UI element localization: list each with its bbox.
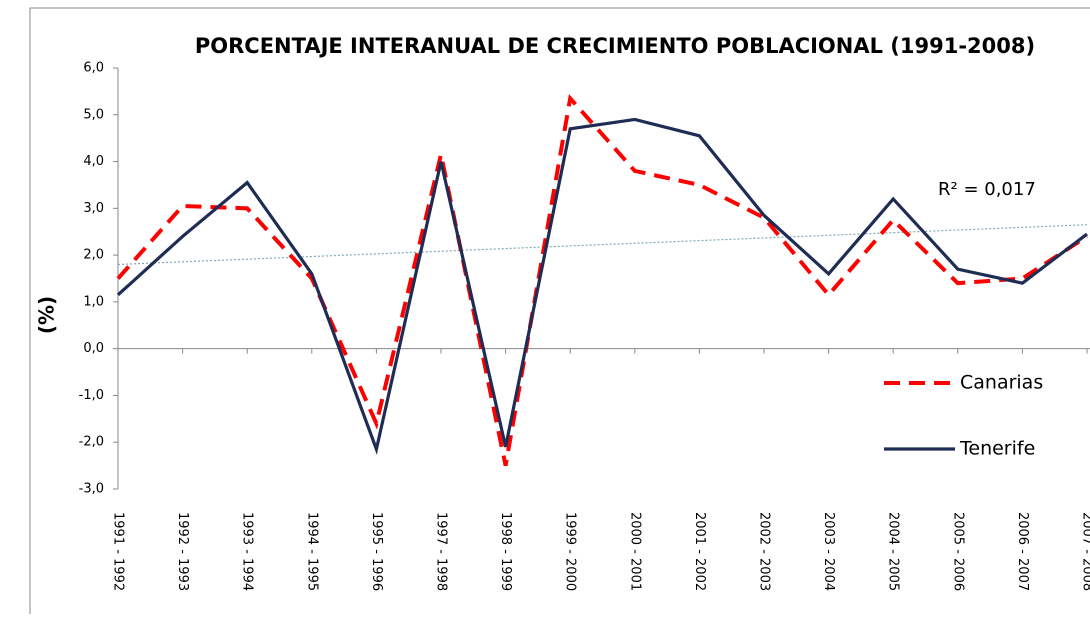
chart-title: PORCENTAJE INTERANUAL DE CRECIMIENTO POB… xyxy=(190,30,1040,62)
series-line xyxy=(118,119,1087,449)
x-tick-label: 1997 - 1998 xyxy=(434,512,449,591)
x-tick-label: 1995 - 1996 xyxy=(369,512,384,591)
x-tick-label: 2007 - 2008 xyxy=(1080,512,1090,591)
y-tick-label: -1,0 xyxy=(79,388,104,403)
annotation: R² = 0,017 xyxy=(938,179,1036,200)
x-tick-label: 1999 - 2000 xyxy=(563,512,578,591)
y-tick-label: -2,0 xyxy=(79,435,104,450)
x-tick-label: 2001 - 2002 xyxy=(692,512,707,591)
x-tick-label: 2002 - 2003 xyxy=(757,512,772,591)
y-tick-label: 0,0 xyxy=(83,341,104,356)
x-tick-label: 2003 - 2004 xyxy=(821,512,836,591)
trendline xyxy=(118,225,1087,265)
series-line xyxy=(118,98,1087,465)
x-tick-label: 1994 - 1995 xyxy=(304,512,319,591)
y-tick-label: 3,0 xyxy=(83,201,104,216)
y-tick-label: -3,0 xyxy=(79,482,104,497)
y-tick-label: 6,0 xyxy=(83,61,104,76)
x-tick-label: 1991 - 1992 xyxy=(111,512,126,591)
x-tick-label: 1992 - 1993 xyxy=(175,512,190,591)
x-tick-label: 2000 - 2001 xyxy=(627,512,642,591)
y-tick-label: 5,0 xyxy=(83,107,104,122)
y-tick-label: 2,0 xyxy=(83,248,104,263)
y-tick-label: 4,0 xyxy=(83,154,104,169)
legend-label: Canarias xyxy=(960,372,1043,394)
x-tick-label: 1998 - 1999 xyxy=(498,512,513,591)
x-tick-label: 2004 - 2005 xyxy=(886,512,901,591)
x-tick-label: 1993 - 1994 xyxy=(240,512,255,591)
x-tick-label: 2006 - 2007 xyxy=(1015,512,1030,591)
legend-label: Tenerife xyxy=(959,438,1035,460)
y-axis-label: (%) xyxy=(35,296,59,334)
x-tick-label: 2005 - 2006 xyxy=(950,512,965,591)
y-tick-label: 1,0 xyxy=(83,294,104,309)
